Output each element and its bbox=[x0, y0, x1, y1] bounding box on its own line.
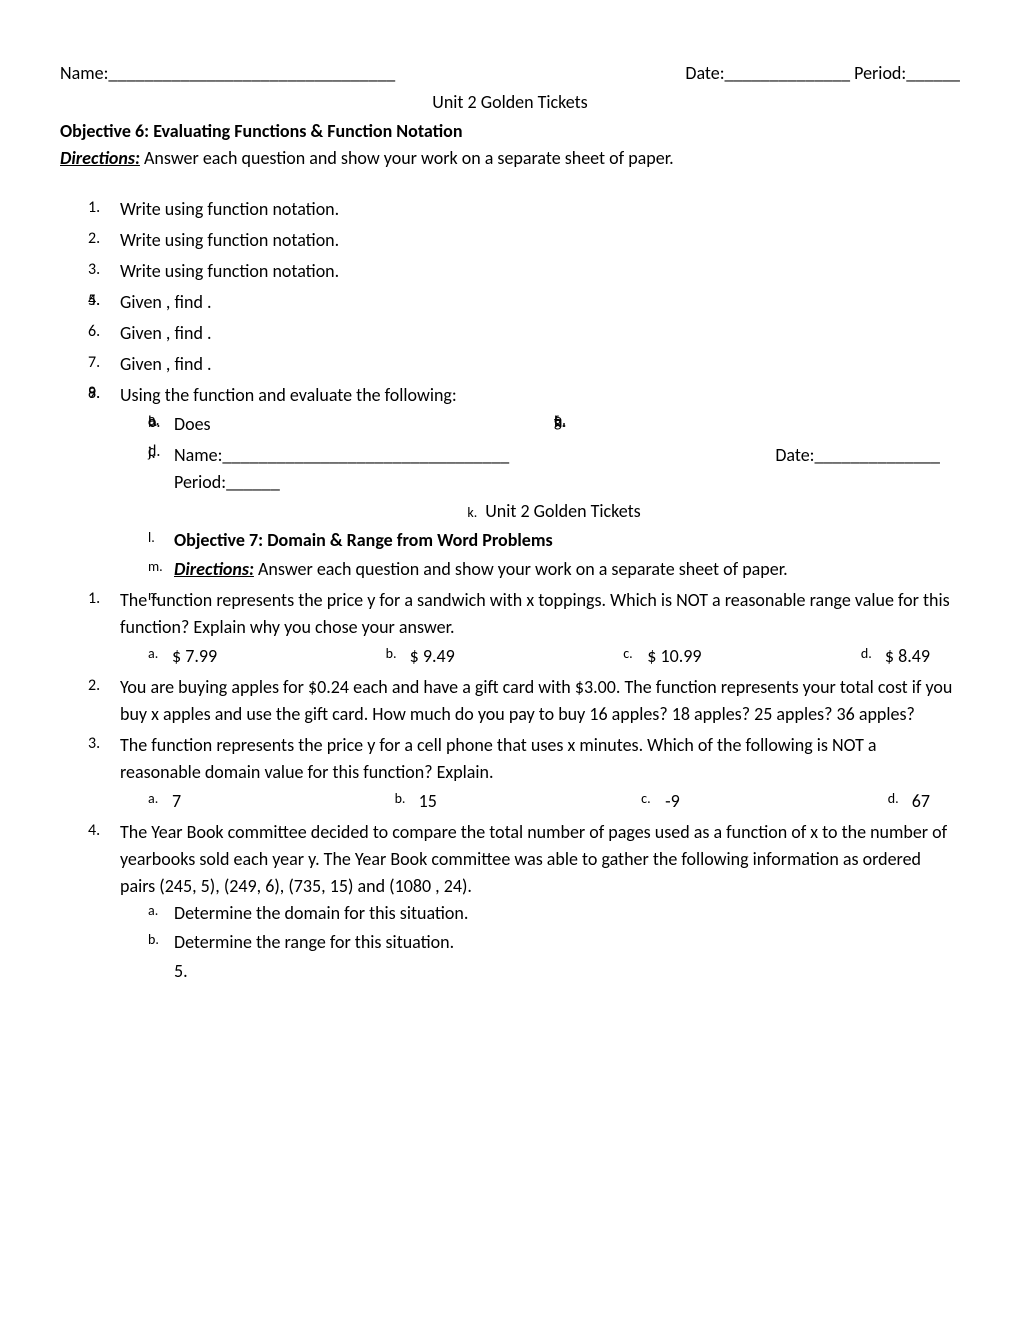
s2-q1-c-text: $ 10.99 bbox=[647, 645, 701, 667]
q1-text: Write using function notation. bbox=[120, 198, 339, 220]
nested-name: Name:________________________________ bbox=[174, 442, 509, 469]
s2-q3-b-text: 15 bbox=[419, 790, 437, 812]
s2-q1-options: a.$ 7.99 b.$ 9.49 c.$ 10.99 d.$ 8.49 bbox=[120, 643, 960, 670]
s2-q4b: b.Determine the range for this situation… bbox=[148, 929, 960, 956]
q3-text: Write using function notation. bbox=[120, 260, 339, 282]
s2-q1-a-text: $ 7.99 bbox=[172, 645, 217, 667]
s2-q3-b: b.15 bbox=[395, 788, 642, 815]
s2-q2: 2.You are buying apples for $0.24 each a… bbox=[88, 674, 960, 728]
s2-q3: 3.The function represents the price y fo… bbox=[88, 732, 960, 815]
q7: 7.Given , find . bbox=[88, 351, 960, 378]
q9-col-right: e. f. g. h. bbox=[554, 409, 960, 440]
q9l: l.Objective 7: Domain & Range from Word … bbox=[148, 527, 960, 554]
directions-text: Answer each question and show your work … bbox=[140, 147, 674, 169]
date-field: Date:______________ bbox=[685, 62, 850, 84]
s2-q4a-text: Determine the domain for this situation. bbox=[174, 902, 468, 924]
s2-q1-d: d.$ 8.49 bbox=[861, 643, 960, 670]
period-field: Period:______ bbox=[854, 62, 960, 84]
q9j: j. Name:________________________________… bbox=[148, 442, 960, 496]
s2-q3-c-text: -9 bbox=[665, 790, 680, 812]
q6-text: Given , find . bbox=[120, 322, 212, 344]
directions-7-label: Directions: bbox=[174, 558, 254, 580]
q9-sub-list: i. j. Name:_____________________________… bbox=[120, 442, 960, 583]
q5: 5.Given , find . bbox=[88, 289, 960, 316]
s2-q5: 5. bbox=[148, 958, 960, 985]
q3: 3.Write using function notation. bbox=[88, 258, 960, 285]
s2-q3-text: The function represents the price y for … bbox=[120, 734, 877, 783]
s2-q1-text: The function represents the price y for … bbox=[120, 589, 950, 638]
objective-7-heading: Objective 7: Domain & Range from Word Pr… bbox=[174, 529, 553, 551]
q7-text: Given , find . bbox=[120, 353, 212, 375]
directions-label: Directions: bbox=[60, 147, 140, 169]
s2-q2-text: You are buying apples for $0.24 each and… bbox=[120, 676, 952, 725]
s2-q3-a: a.7 bbox=[148, 788, 395, 815]
header-row: Name:________________________________ Da… bbox=[60, 60, 960, 87]
nested-header: Name:________________________________ Da… bbox=[174, 442, 960, 469]
s2-q3-a-text: 7 bbox=[172, 790, 181, 812]
q9-sub-columns: a. b. c.Does d. e. f. g. h. bbox=[120, 409, 960, 440]
nested-period: Period:______ bbox=[174, 471, 280, 493]
s2-q1-b-text: $ 9.49 bbox=[410, 645, 455, 667]
s2-q3-d: d.67 bbox=[888, 788, 960, 815]
q9-col-left: a. b. c.Does d. bbox=[148, 409, 554, 440]
q9k: k.Unit 2 Golden Tickets bbox=[148, 498, 960, 525]
q6: 6.Given , find . bbox=[88, 320, 960, 347]
q9-text: Using the function and evaluate the foll… bbox=[120, 384, 457, 406]
q1: 1.Write using function notation. bbox=[88, 196, 960, 223]
s2-q4b-text: Determine the range for this situation. bbox=[174, 931, 454, 953]
objective-6-heading: Objective 6: Evaluating Functions & Func… bbox=[60, 118, 960, 145]
q2-text: Write using function notation. bbox=[120, 229, 339, 251]
q5-text: Given , find . bbox=[120, 291, 212, 313]
unit-title: Unit 2 Golden Tickets bbox=[60, 89, 960, 116]
s2-q3-c: c.-9 bbox=[641, 788, 888, 815]
question-list-1: 1.Write using function notation. 2.Write… bbox=[60, 196, 960, 583]
q9c: c.Does bbox=[148, 411, 554, 438]
s2-q1: 1.The function represents the price y fo… bbox=[88, 587, 960, 670]
directions-6: Directions: Answer each question and sho… bbox=[60, 145, 960, 172]
s2-q4-text: The Year Book committee decided to compa… bbox=[120, 821, 947, 897]
s2-q4-sub: a.Determine the domain for this situatio… bbox=[120, 900, 960, 985]
q9: 9.Using the function and evaluate the fo… bbox=[88, 382, 960, 583]
name-field: Name:________________________________ bbox=[60, 60, 395, 87]
nested-title: Unit 2 Golden Tickets bbox=[485, 500, 640, 522]
date-period: Date:______________ Period:______ bbox=[685, 60, 960, 87]
s2-q5-label: 5. bbox=[174, 960, 188, 982]
s2-q4: 4.The Year Book committee decided to com… bbox=[88, 819, 960, 985]
nested-date: Date:______________ bbox=[775, 442, 940, 469]
s2-q3-d-text: 67 bbox=[912, 790, 930, 812]
s2-q4a: a.Determine the domain for this situatio… bbox=[148, 900, 960, 927]
q9m: m.Directions: Answer each question and s… bbox=[148, 556, 960, 583]
s2-q1-c: c.$ 10.99 bbox=[623, 643, 861, 670]
question-list-2: 1.The function represents the price y fo… bbox=[60, 587, 960, 985]
s2-q1-d-text: $ 8.49 bbox=[885, 645, 930, 667]
q9c-text: Does bbox=[174, 413, 211, 435]
directions-7-text: Answer each question and show your work … bbox=[254, 558, 788, 580]
s2-q1-b: b.$ 9.49 bbox=[386, 643, 624, 670]
s2-q3-options: a.7 b.15 c.-9 d.67 bbox=[120, 788, 960, 815]
s2-q1-a: a.$ 7.99 bbox=[148, 643, 386, 670]
q2: 2.Write using function notation. bbox=[88, 227, 960, 254]
